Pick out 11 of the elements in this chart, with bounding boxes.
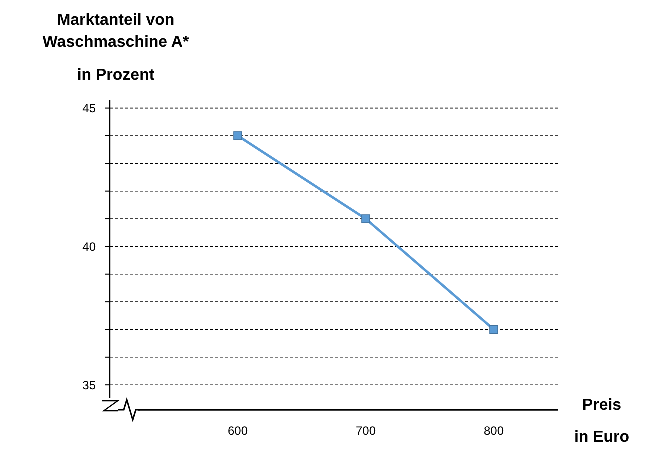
x-axis-title: Preis in Euro	[574, 397, 630, 446]
y-axis-title: Marktanteil von Waschmaschine A* in Prozent	[42, 12, 190, 84]
x-tick-label: 800	[484, 424, 504, 438]
y-tick-label: 40	[82, 240, 96, 254]
point	[234, 132, 242, 140]
x-tick-label: 600	[228, 424, 248, 438]
x-tick-label: 700	[356, 424, 376, 438]
point	[362, 214, 370, 224]
y-tick-label: 45	[82, 102, 96, 116]
y-tick-label: 35	[82, 378, 96, 392]
point	[490, 325, 498, 334]
